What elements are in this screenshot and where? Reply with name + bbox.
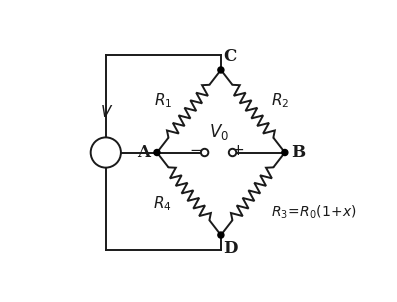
Text: $R_4$: $R_4$ xyxy=(153,194,172,213)
Circle shape xyxy=(218,232,224,238)
Text: +: + xyxy=(231,143,244,158)
Circle shape xyxy=(282,149,288,156)
Circle shape xyxy=(229,149,236,156)
Text: $R_2$: $R_2$ xyxy=(271,91,289,110)
Circle shape xyxy=(154,149,160,156)
Text: $V_0$: $V_0$ xyxy=(208,122,229,142)
Text: −: − xyxy=(190,143,202,158)
Circle shape xyxy=(218,67,224,73)
Text: $R_3\!=\!R_0(1\!+\!x)$: $R_3\!=\!R_0(1\!+\!x)$ xyxy=(271,203,357,220)
Text: D: D xyxy=(223,240,238,257)
Text: C: C xyxy=(223,48,237,65)
Text: $R_1$: $R_1$ xyxy=(154,91,172,110)
Text: V: V xyxy=(100,105,111,120)
Text: A: A xyxy=(137,144,150,161)
Circle shape xyxy=(201,149,208,156)
Text: B: B xyxy=(291,144,305,161)
